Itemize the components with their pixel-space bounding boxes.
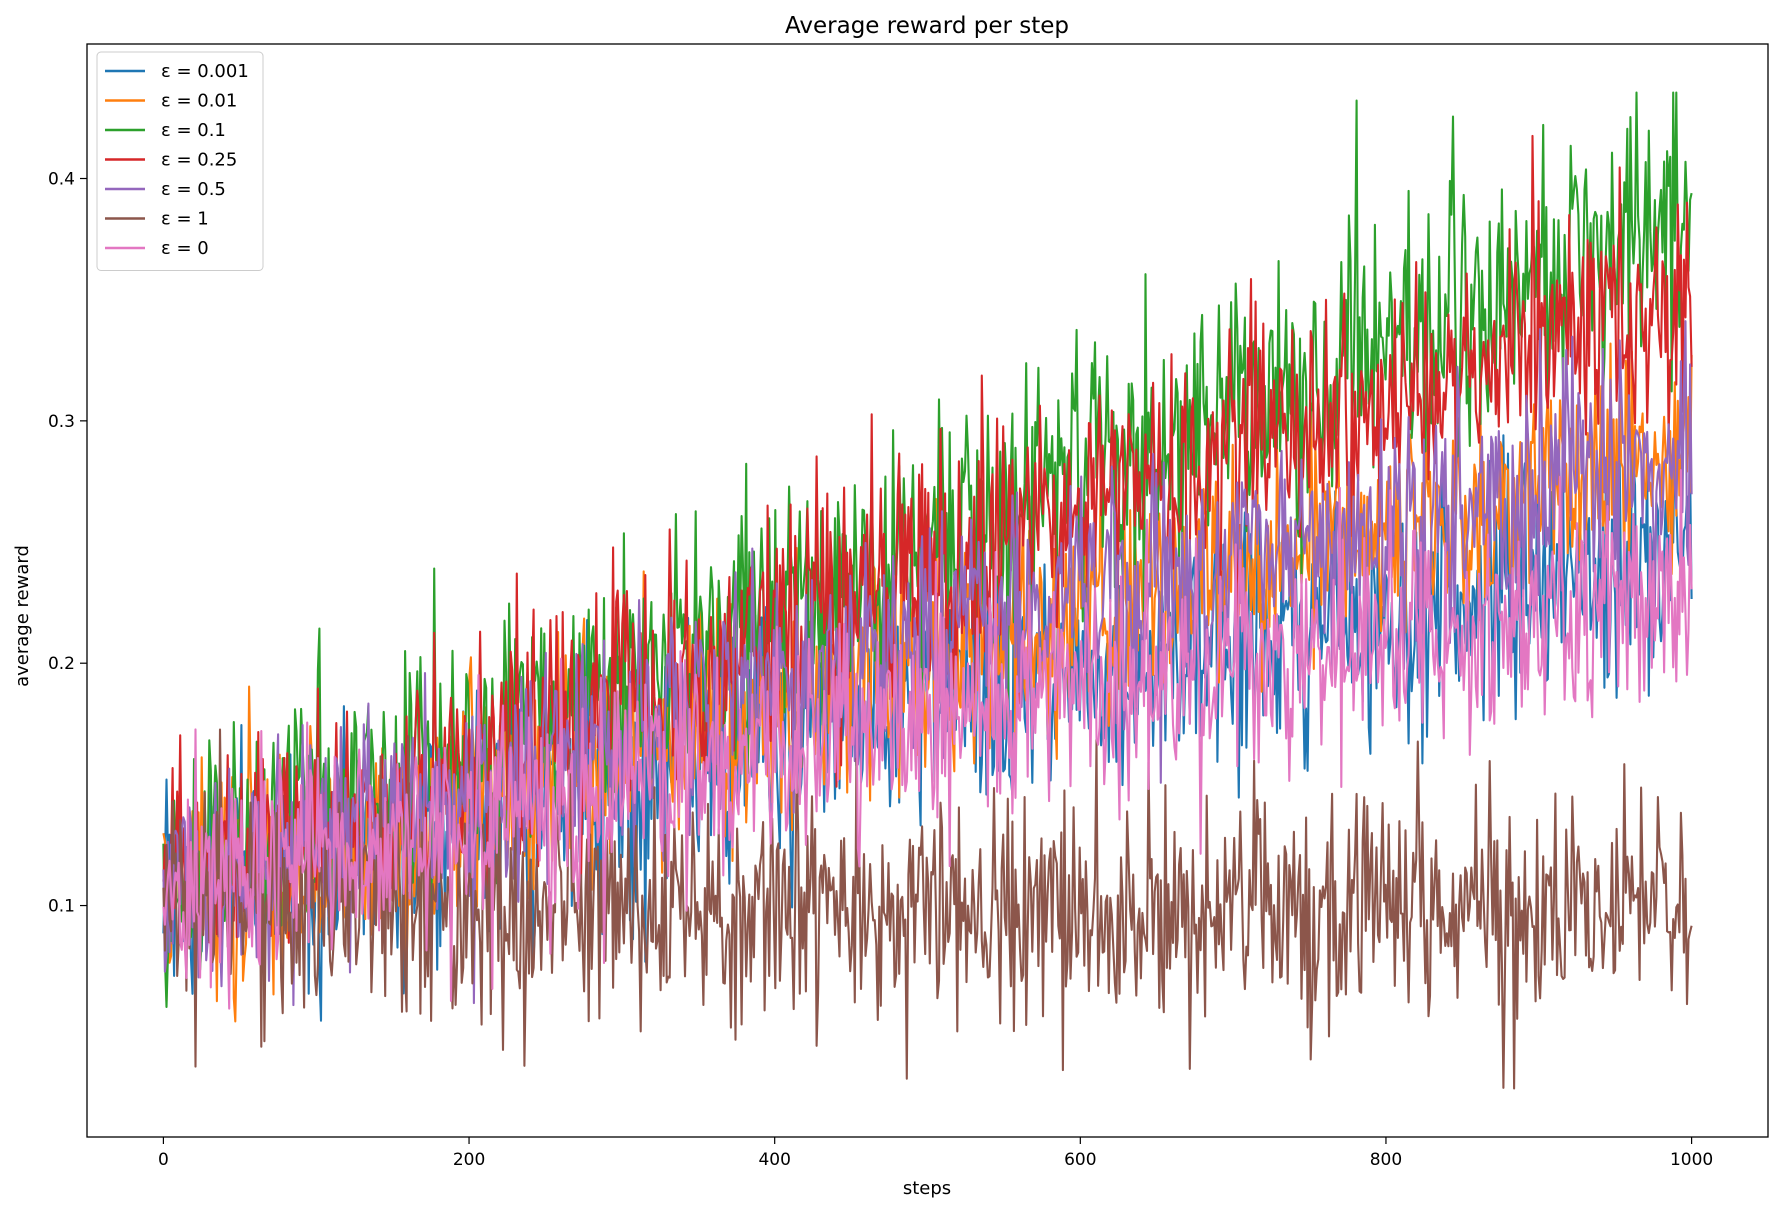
- x-tick-label: 1000: [1670, 1150, 1713, 1170]
- x-tick-label: 800: [1370, 1150, 1402, 1170]
- plot-frame: [86, 43, 1769, 1138]
- plot-area: [162, 91, 1693, 1090]
- x-axis-label: steps: [903, 1178, 951, 1199]
- series-line: [162, 134, 1693, 967]
- legend-box: [96, 51, 264, 271]
- legend-label: ε = 0.25: [161, 150, 237, 171]
- x-tick-label: 600: [1064, 1150, 1096, 1170]
- legend-label: ε = 0: [161, 238, 209, 259]
- legend-label: ε = 0.1: [161, 120, 226, 141]
- legend-label: ε = 0.01: [161, 91, 237, 112]
- legend-label: ε = 1: [161, 209, 209, 230]
- legend-label: ε = 0.001: [161, 61, 249, 82]
- y-tick-label: 0.3: [48, 412, 75, 432]
- series-line: [162, 469, 1693, 1010]
- x-tick-label: 200: [453, 1150, 485, 1170]
- y-tick-label: 0.1: [48, 897, 75, 917]
- y-tick-label: 0.4: [48, 170, 75, 190]
- x-tick-label: 0: [158, 1150, 169, 1170]
- chart-title: Average reward per step: [785, 13, 1069, 39]
- y-tick-label: 0.2: [48, 654, 75, 674]
- x-tick-label: 400: [758, 1150, 790, 1170]
- legend-label: ε = 0.5: [161, 179, 226, 200]
- x-axis: 0 200 400 600 800 1000: [158, 1137, 1713, 1170]
- y-axis: 0.1 0.2 0.3 0.4: [48, 170, 87, 917]
- legend: ε = 0.001 ε = 0.01 ε = 0.1 ε = 0.25 ε = 0.5 ε…: [96, 51, 264, 271]
- y-axis-label: average reward: [12, 545, 33, 687]
